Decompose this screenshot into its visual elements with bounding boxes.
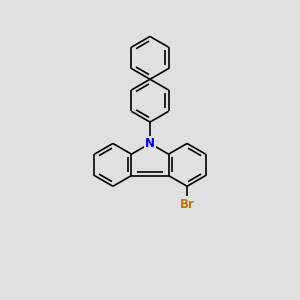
Text: Br: Br (180, 198, 194, 211)
Text: N: N (145, 137, 155, 150)
